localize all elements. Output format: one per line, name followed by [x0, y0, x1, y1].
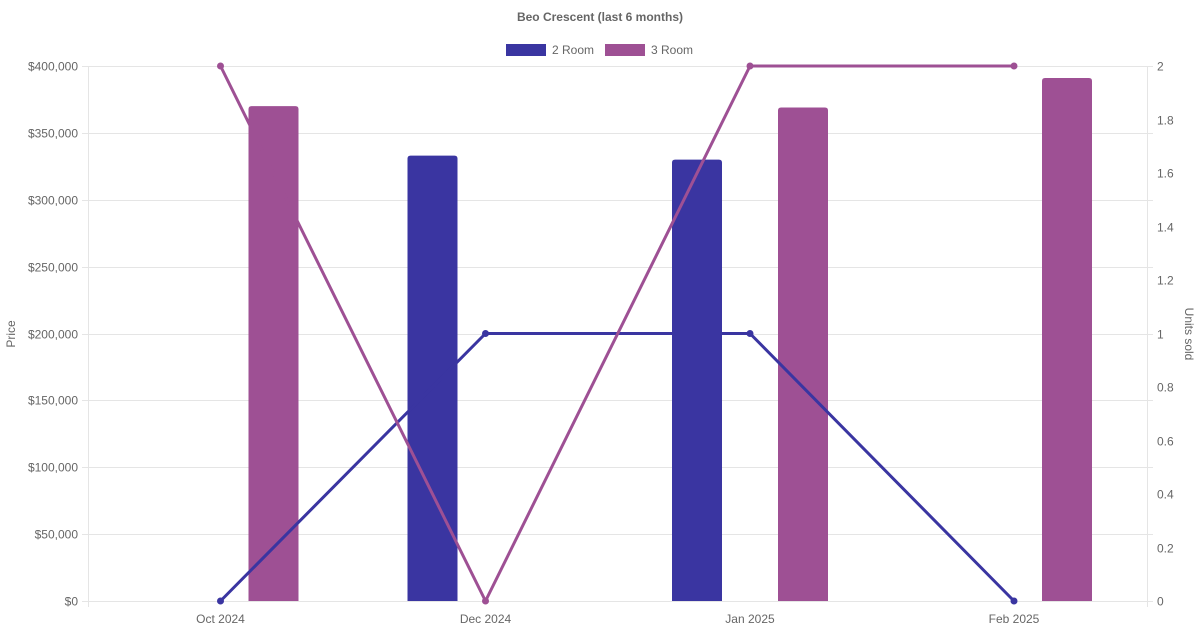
right-axis-title: Units sold	[1182, 308, 1196, 361]
legend: 2 Room 3 Room	[506, 43, 693, 57]
x-tick-label: Dec 2024	[460, 612, 512, 626]
units-sold-point	[217, 597, 224, 605]
price-bar	[407, 155, 458, 602]
x-axis: Oct 2024 Dec 2024 Jan 2025 Feb 2025	[196, 612, 1040, 626]
price-bar	[248, 106, 299, 601]
right-tick-label: 0.2	[1157, 542, 1174, 556]
legend-swatch	[605, 44, 645, 56]
right-tick-label: 0	[1157, 595, 1164, 609]
left-tick-label: $400,000	[28, 60, 78, 74]
chart-title: Beo Crescent (last 6 months)	[517, 10, 683, 24]
units-sold-point	[482, 330, 489, 337]
right-tick-label: 1.4	[1157, 221, 1174, 235]
left-axis-title: Price	[4, 320, 18, 348]
right-tick-label: 0.8	[1157, 381, 1174, 395]
price-bar	[672, 159, 722, 601]
price-bar	[778, 107, 828, 602]
units-sold-point	[1010, 62, 1018, 70]
left-tick-label: $200,000	[28, 328, 78, 342]
left-tick-label: $100,000	[28, 461, 78, 475]
left-tick-label: $0	[65, 595, 79, 609]
right-tick-label: 0.6	[1157, 435, 1174, 449]
units-sold-line	[219, 64, 1014, 603]
units-sold-point	[482, 597, 489, 605]
legend-label: 3 Room	[651, 43, 693, 57]
right-tick-label: 1.2	[1157, 274, 1174, 288]
lines	[217, 62, 1018, 605]
units-sold-point	[217, 62, 224, 70]
x-tick-label: Jan 2025	[725, 612, 775, 626]
units-sold-point	[746, 330, 754, 337]
right-tick-label: 2	[1157, 60, 1164, 74]
x-tick-label: Oct 2024	[196, 612, 245, 626]
right-tick-label: 1.6	[1157, 167, 1174, 181]
bars	[248, 78, 1092, 602]
units-sold-point	[746, 62, 754, 70]
left-tick-label: $50,000	[35, 528, 79, 542]
left-tick-label: $350,000	[28, 127, 78, 141]
legend-swatch	[506, 44, 546, 56]
x-tick-label: Feb 2025	[989, 612, 1040, 626]
left-tick-label: $300,000	[28, 194, 78, 208]
legend-label: 2 Room	[552, 43, 594, 57]
left-tick-label: $150,000	[28, 394, 78, 408]
right-tick-label: 1.8	[1157, 114, 1174, 128]
right-axis: 0 0.2 0.4 0.6 0.8 1 1.2 1.4 1.6 1.8 2	[1157, 60, 1174, 609]
left-tick-label: $250,000	[28, 261, 78, 275]
units-sold-point	[1010, 597, 1018, 605]
right-tick-label: 0.4	[1157, 488, 1174, 502]
left-axis: $0 $50,000 $100,000 $150,000 $200,000 $250,00…	[28, 60, 78, 609]
price-bar	[1042, 78, 1092, 602]
right-tick-label: 1	[1157, 328, 1164, 342]
